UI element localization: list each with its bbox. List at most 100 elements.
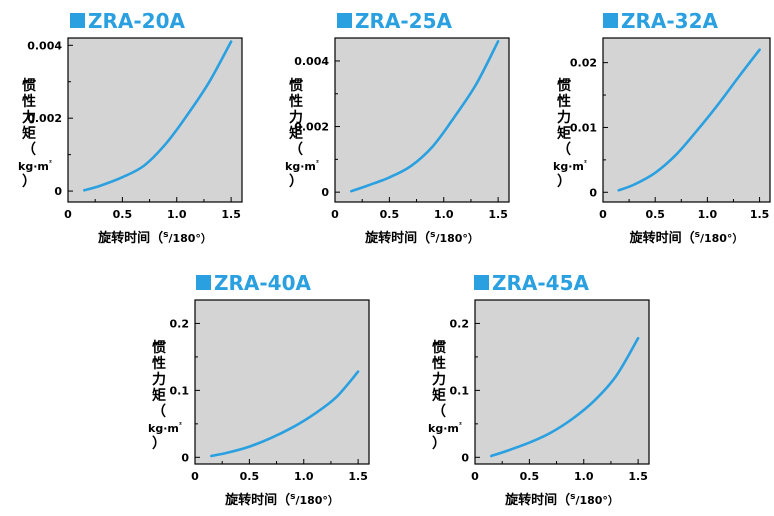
x-axis-label: 旋转时间（s/180°） <box>224 492 339 508</box>
y-axis-label-part: kg·m² <box>148 421 182 435</box>
x-tick-label: 1.5 <box>750 208 770 221</box>
x-tick-label: 0 <box>64 208 72 221</box>
x-tick-label: 0.5 <box>380 208 400 221</box>
chart-title: ZRA-25A <box>355 9 453 33</box>
y-axis-label-part: ） <box>432 436 446 452</box>
y-axis-label-part: kg·m² <box>553 159 587 173</box>
y-tick-label: 0.2 <box>450 317 470 330</box>
y-tick-label: 0 <box>54 185 62 198</box>
x-axis-label: 旋转时间（s/180°） <box>504 492 619 508</box>
x-axis-label: 旋转时间（s/180°） <box>97 230 212 246</box>
y-tick-label: 0.1 <box>450 384 470 397</box>
x-tick-label: 1.5 <box>221 208 241 221</box>
y-axis-label-part: （ <box>432 404 446 420</box>
x-tick-label: 0 <box>471 470 479 483</box>
y-axis-label-part: 力 <box>152 371 166 388</box>
chart-title: ZRA-20A <box>88 9 186 33</box>
y-tick-label: 0.2 <box>170 317 190 330</box>
y-tick-label: 0.004 <box>27 39 62 52</box>
y-axis-label-part: （ <box>22 142 36 158</box>
y-axis-label-part: 力 <box>289 109 303 126</box>
x-tick-label: 1.0 <box>167 208 187 221</box>
y-axis-label-part: 矩 <box>432 387 446 404</box>
x-axis-unit-deg: /180°） <box>700 232 743 245</box>
y-tick-label: 0 <box>461 451 469 464</box>
x-tick-label: 1.0 <box>574 470 594 483</box>
y-axis-label-part: 矩 <box>557 125 571 142</box>
y-axis-label-part: 惯 <box>557 77 571 94</box>
y-axis-label-part: 惯 <box>289 77 303 94</box>
y-axis-label-part: 性 <box>432 355 446 372</box>
x-tick-label: 1.0 <box>294 470 314 483</box>
y-tick-label: 0.002 <box>27 112 62 125</box>
y-axis-label-part: 力 <box>557 109 571 126</box>
x-tick-label: 0 <box>599 208 607 221</box>
x-tick-label: 1.5 <box>348 470 368 483</box>
title-square-icon <box>196 275 211 290</box>
y-axis-label-part: （ <box>557 142 571 158</box>
x-tick-label: 0.5 <box>520 470 540 483</box>
chart-title: ZRA-40A <box>214 271 312 295</box>
x-axis-label: 旋转时间（s/180°） <box>629 230 744 246</box>
y-axis-label-part: （ <box>152 404 166 420</box>
series-line <box>617 48 761 192</box>
plot-area <box>474 299 650 465</box>
y-axis-unit-superscript: ² <box>459 421 462 429</box>
x-axis-unit-s: s <box>430 230 435 240</box>
x-axis-unit-s: s <box>290 492 295 502</box>
y-tick-label: 0 <box>589 186 597 199</box>
y-tick-label: 0 <box>321 186 329 199</box>
y-axis-label-part: kg·m² <box>428 421 462 435</box>
plot-area <box>67 37 243 203</box>
y-axis-unit-superscript: ² <box>584 159 587 167</box>
y-axis-label-part: ） <box>557 174 571 190</box>
x-axis-unit-deg: /180°） <box>168 232 211 245</box>
y-axis-unit-superscript: ² <box>316 159 319 167</box>
x-axis-unit-s: s <box>695 230 700 240</box>
y-axis-label-part: kg·m² <box>18 159 52 173</box>
title-square-icon <box>70 13 85 28</box>
y-tick-label: 0.01 <box>570 121 597 134</box>
series-line <box>350 40 500 193</box>
chart-title: ZRA-45A <box>492 271 590 295</box>
plot-area <box>602 37 771 203</box>
y-axis-label-part: 矩 <box>289 125 303 142</box>
x-axis-unit-deg: /180°） <box>435 232 478 245</box>
y-tick-label: 0.02 <box>570 57 597 70</box>
x-axis-unit-s: s <box>163 230 168 240</box>
y-axis-label-part: 惯 <box>152 339 166 356</box>
y-axis-label-part: 性 <box>152 355 166 372</box>
plot-area <box>194 299 370 465</box>
y-axis-label-part: 力 <box>432 371 446 388</box>
title-square-icon <box>603 13 618 28</box>
y-axis-label-part: 性 <box>22 93 36 110</box>
y-axis-label-part: ） <box>22 174 36 190</box>
plot-area <box>334 37 510 203</box>
y-axis-label-part: ） <box>152 436 166 452</box>
y-tick-label: 0 <box>181 451 189 464</box>
y-axis-unit-superscript: ² <box>179 421 182 429</box>
y-axis-label-part: 矩 <box>152 387 166 404</box>
y-axis-label-part: 性 <box>557 93 571 110</box>
x-axis-unit-deg: /180°） <box>295 494 338 507</box>
x-tick-label: 1.5 <box>488 208 508 221</box>
x-tick-label: 0.5 <box>113 208 133 221</box>
title-square-icon <box>337 13 352 28</box>
y-tick-label: 0.002 <box>294 121 329 134</box>
y-axis-label-part: 惯 <box>22 77 36 94</box>
y-axis-label-part: 惯 <box>432 339 446 356</box>
x-tick-label: 1.0 <box>698 208 718 221</box>
y-axis-unit-superscript: ² <box>49 159 52 167</box>
x-tick-label: 0 <box>331 208 339 221</box>
y-tick-label: 0.004 <box>294 55 329 68</box>
x-axis-unit-deg: /180°） <box>575 494 618 507</box>
